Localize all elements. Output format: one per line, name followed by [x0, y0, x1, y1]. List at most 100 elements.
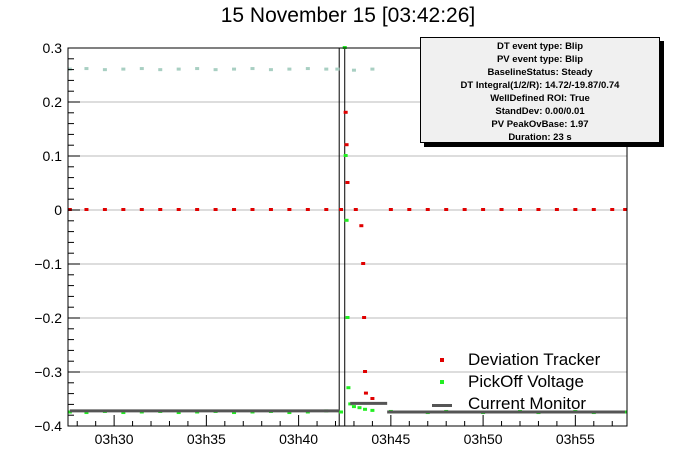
data-point [268, 68, 273, 72]
data-point [462, 208, 467, 211]
data-point [232, 411, 237, 415]
data-point [84, 411, 89, 415]
data-point [139, 67, 144, 71]
stats-line: PV event type: Blip [496, 54, 584, 65]
stats-line: DT event type: Blip [496, 41, 584, 52]
data-point [351, 405, 356, 409]
data-point [343, 110, 348, 114]
data-point [232, 67, 237, 71]
data-point [195, 67, 200, 71]
data-point [363, 391, 368, 395]
data-point [232, 208, 237, 211]
y-tick-label: 0 [54, 202, 62, 218]
data-point [176, 411, 181, 415]
data-point [305, 208, 310, 211]
data-layer [67, 46, 628, 415]
data-point [370, 408, 375, 412]
legend-swatch [440, 358, 444, 362]
plot-frame [67, 47, 628, 427]
data-point [573, 208, 578, 211]
data-point [176, 67, 181, 71]
x-tick-label: 03h45 [371, 431, 410, 447]
data-point [213, 68, 218, 72]
data-point [554, 208, 559, 211]
data-point [102, 208, 107, 211]
y-tick-label: −0.2 [34, 310, 62, 326]
data-point [339, 208, 344, 211]
data-point [121, 67, 126, 71]
data-point [268, 208, 273, 211]
data-point [324, 208, 329, 211]
data-point [176, 208, 181, 211]
data-point [361, 262, 366, 265]
data-point [324, 67, 329, 71]
data-point [339, 410, 344, 414]
chart-title: 15 November 15 [03:42:26] [220, 4, 476, 27]
data-point [213, 208, 218, 211]
data-point [388, 208, 393, 211]
data-point [357, 406, 362, 410]
data-point [591, 208, 596, 211]
x-tick-label: 03h30 [95, 431, 134, 447]
data-point [363, 370, 368, 373]
x-tick-label: 03h50 [464, 431, 503, 447]
y-tick-label: −0.4 [34, 418, 62, 434]
data-point [344, 218, 349, 222]
stats-line: PV PeakOvBase: 1.97 [491, 119, 589, 130]
data-point [344, 143, 349, 147]
data-point [102, 68, 107, 72]
x-tick-label: 03h55 [556, 431, 595, 447]
legend-entry: PickOff Voltage [440, 372, 640, 394]
legend-swatch [440, 380, 444, 384]
y-tick-label: −0.3 [34, 364, 62, 380]
data-point [425, 208, 430, 211]
y-tick-label: 0.1 [43, 148, 63, 164]
data-point [287, 67, 292, 71]
legend-entry: Current Monitor [432, 394, 640, 416]
legend-entry: Deviation Tracker [440, 350, 640, 372]
data-point [345, 316, 350, 319]
legend-label: PickOff Voltage [468, 372, 584, 391]
x-tick-label: 03h35 [187, 431, 226, 447]
event-lines [338, 48, 346, 426]
y-tick-label: 0.3 [43, 40, 63, 56]
data-point [121, 411, 126, 415]
stats-line: Duration: 23 s [508, 132, 572, 143]
x-tick-label: 03h40 [279, 431, 318, 447]
data-point [362, 316, 367, 319]
data-point [444, 208, 449, 211]
data-point [250, 208, 255, 211]
data-point [346, 386, 351, 390]
y-tick-label: −0.1 [34, 256, 62, 272]
data-point [517, 208, 522, 211]
data-point [343, 154, 348, 157]
legend-swatch [432, 404, 452, 407]
data-point [407, 208, 412, 211]
data-point [351, 68, 356, 72]
data-point [335, 67, 340, 71]
stats-box: DT event type: Blip PV event type: Blip Ba… [420, 37, 660, 143]
data-point [250, 67, 255, 71]
stats-line: StandDev: 0.00/0.01 [495, 106, 585, 117]
legend: Deviation Tracker PickOff Voltage Current … [432, 350, 640, 416]
data-point [84, 67, 89, 71]
data-point [287, 411, 292, 415]
stats-line: DT Integral(1/2/R): 14.72/-19.87/0.74 [460, 80, 620, 91]
data-point [353, 208, 358, 211]
stats-line: WellDefined ROI: True [490, 93, 590, 104]
axes-layer: −0.4 −0.3 −0.2 −0.1 0 0.1 0.2 0.3 03h30 03h35 03h4… [34, 40, 613, 447]
data-point [610, 208, 615, 211]
data-point [158, 208, 163, 211]
data-point [370, 67, 375, 71]
data-point [359, 224, 364, 228]
data-point [623, 208, 628, 211]
data-point [363, 407, 368, 411]
data-point [345, 181, 350, 184]
data-point [287, 208, 292, 211]
data-point [370, 397, 375, 400]
data-point [499, 208, 504, 211]
stats-line: BaselineStatus: Steady [487, 67, 593, 78]
data-point [84, 208, 89, 211]
legend-label: Current Monitor [468, 394, 587, 413]
